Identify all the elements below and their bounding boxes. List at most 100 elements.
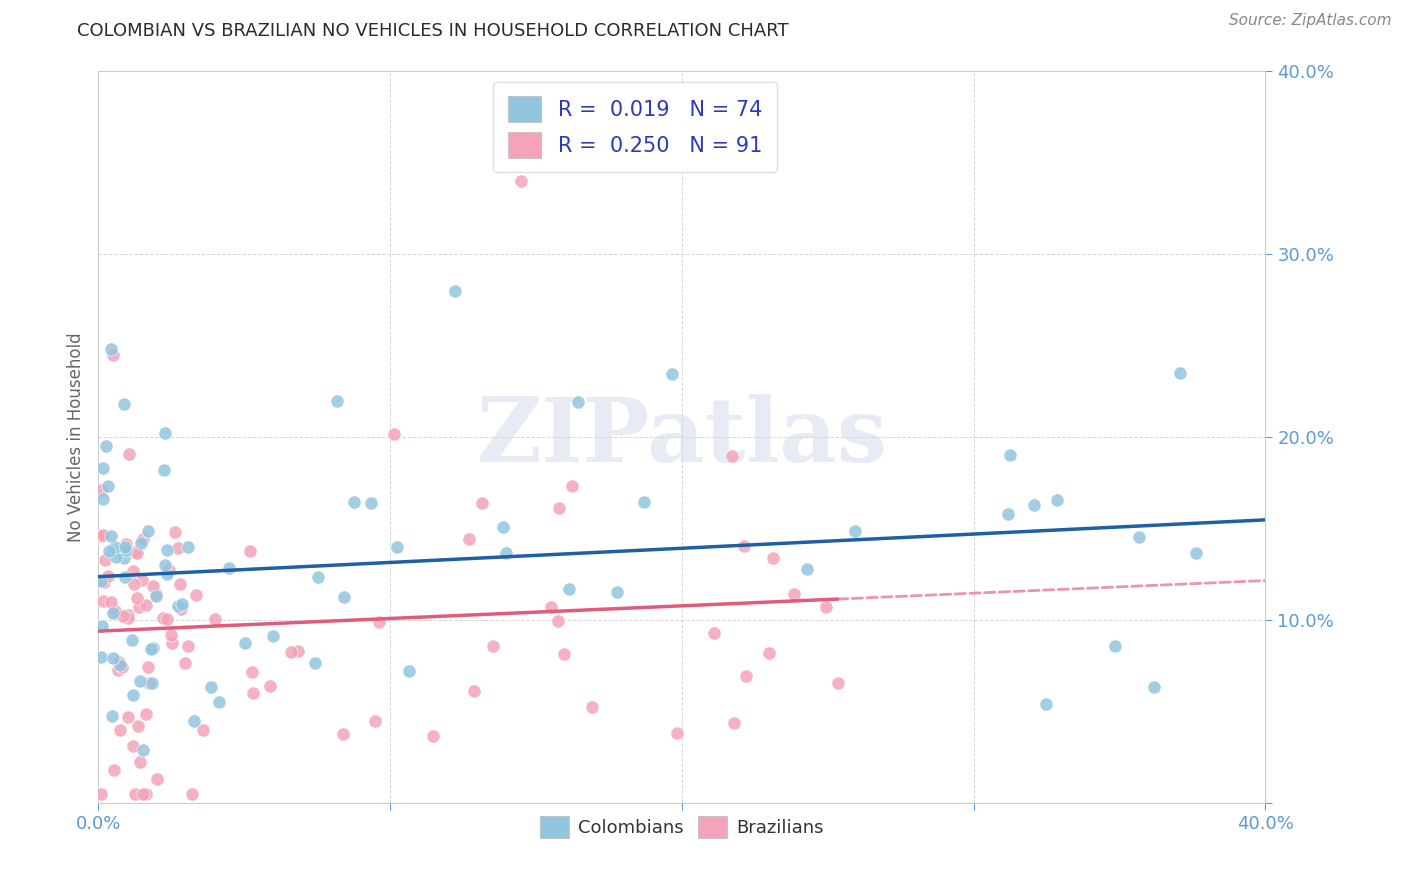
Point xyxy=(110,723,132,737)
Point xyxy=(581,700,603,714)
Point xyxy=(128,674,150,689)
Point xyxy=(181,787,204,801)
Point xyxy=(287,644,309,658)
Point xyxy=(121,688,143,702)
Point xyxy=(121,739,143,753)
Point xyxy=(136,524,159,538)
Point xyxy=(360,496,382,510)
Point xyxy=(482,640,505,654)
Point xyxy=(90,483,112,497)
Point xyxy=(129,755,152,769)
Point xyxy=(333,590,356,604)
Point xyxy=(94,439,117,453)
Point xyxy=(463,683,485,698)
Point xyxy=(733,539,755,553)
Text: ZIPatlas: ZIPatlas xyxy=(477,393,887,481)
Point xyxy=(90,650,112,665)
Point xyxy=(103,543,125,558)
Point xyxy=(510,174,533,188)
Point xyxy=(280,645,302,659)
Point xyxy=(141,676,163,690)
Point xyxy=(103,606,125,620)
Point xyxy=(364,714,387,728)
Point xyxy=(796,562,818,576)
Point xyxy=(90,619,112,633)
Point xyxy=(762,550,785,565)
Point xyxy=(127,719,149,733)
Point xyxy=(121,632,143,647)
Point xyxy=(1000,448,1022,462)
Point xyxy=(495,546,517,560)
Point xyxy=(444,284,467,298)
Point xyxy=(163,524,186,539)
Point xyxy=(606,584,628,599)
Point xyxy=(145,589,167,603)
Point xyxy=(561,479,583,493)
Point xyxy=(142,579,165,593)
Point xyxy=(107,663,129,677)
Point xyxy=(166,599,188,613)
Point xyxy=(153,558,176,573)
Point xyxy=(160,636,183,650)
Point xyxy=(548,501,571,516)
Point xyxy=(91,594,114,608)
Point xyxy=(398,665,420,679)
Point xyxy=(93,575,115,590)
Point xyxy=(112,551,135,566)
Point xyxy=(1104,639,1126,653)
Point xyxy=(104,550,127,565)
Point xyxy=(145,587,167,601)
Point xyxy=(307,570,329,584)
Point xyxy=(114,541,136,555)
Point xyxy=(97,569,120,583)
Point xyxy=(117,610,139,624)
Point xyxy=(997,507,1019,521)
Point xyxy=(135,787,157,801)
Point xyxy=(1046,492,1069,507)
Point xyxy=(117,710,139,724)
Point xyxy=(540,599,562,614)
Point xyxy=(783,586,806,600)
Text: COLOMBIAN VS BRAZILIAN NO VEHICLES IN HOUSEHOLD CORRELATION CHART: COLOMBIAN VS BRAZILIAN NO VEHICLES IN HO… xyxy=(77,22,789,40)
Point xyxy=(183,714,205,729)
Point xyxy=(135,598,157,612)
Point xyxy=(160,628,183,642)
Point xyxy=(1143,681,1166,695)
Point xyxy=(471,496,494,510)
Point xyxy=(91,461,114,475)
Point xyxy=(122,576,145,591)
Point xyxy=(204,612,226,626)
Point xyxy=(138,676,160,690)
Point xyxy=(422,729,444,743)
Point xyxy=(91,491,114,506)
Point xyxy=(758,646,780,660)
Point xyxy=(129,535,152,549)
Point xyxy=(114,543,136,558)
Point xyxy=(721,449,744,463)
Point xyxy=(104,604,127,618)
Point xyxy=(723,715,745,730)
Point xyxy=(156,612,179,626)
Point xyxy=(100,342,122,356)
Point xyxy=(127,547,149,561)
Point xyxy=(101,348,124,362)
Point xyxy=(122,545,145,559)
Point xyxy=(239,544,262,558)
Point xyxy=(90,787,112,801)
Point xyxy=(135,706,157,721)
Point xyxy=(665,726,688,740)
Point xyxy=(263,629,285,643)
Point xyxy=(101,651,124,665)
Point xyxy=(1170,366,1192,380)
Point xyxy=(633,495,655,509)
Point xyxy=(132,787,155,801)
Point xyxy=(146,772,169,786)
Point xyxy=(132,742,155,756)
Point xyxy=(385,540,408,554)
Point xyxy=(114,569,136,583)
Point xyxy=(110,657,132,672)
Point xyxy=(382,427,405,442)
Point xyxy=(152,611,174,625)
Point xyxy=(172,597,194,611)
Point xyxy=(155,425,177,440)
